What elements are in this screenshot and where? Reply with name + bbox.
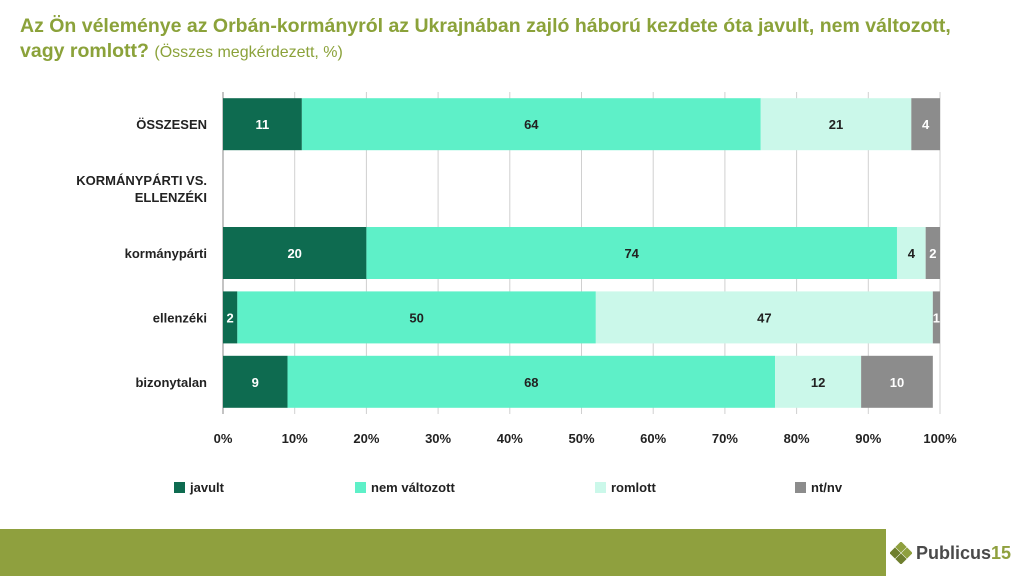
chart-title: Az Ön véleménye az Orbán-kormányról az U… — [20, 14, 980, 65]
data-label: 74 — [624, 246, 639, 261]
category-label: ellenzéki — [153, 310, 207, 325]
legend-label: nt/nv — [811, 480, 843, 495]
x-tick-label: 50% — [568, 431, 594, 446]
logo-number: 15 — [991, 542, 1012, 563]
data-label: 2 — [929, 246, 936, 261]
logo-brand: Publicus — [916, 542, 992, 563]
bar-segment — [301, 98, 761, 151]
bar-segment — [366, 227, 897, 279]
title-subtitle: (Összes megkérdezett, %) — [154, 44, 343, 61]
data-label: 4 — [908, 246, 916, 261]
bar-segment — [925, 227, 940, 279]
category-label: ELLENZÉKI — [135, 190, 207, 205]
x-tick-label: 10% — [282, 431, 308, 446]
bar-segment — [287, 355, 776, 408]
data-label: 4 — [922, 117, 930, 132]
bar-segment — [595, 291, 933, 344]
legend-label: romlott — [611, 480, 656, 495]
x-tick-label: 60% — [640, 431, 666, 446]
data-label: 47 — [757, 310, 771, 325]
x-tick-label: 70% — [712, 431, 738, 446]
bar-segment — [223, 98, 302, 151]
bar-segment — [760, 98, 912, 151]
data-label: 1 — [933, 310, 940, 325]
legend-swatch — [355, 482, 366, 493]
stacked-bar-chart: 0% 10% 20% 30% 40% 50% 60% 70% 80% 90% 100% ÖSSZESE… — [76, 92, 957, 495]
x-tick-label: 40% — [497, 431, 523, 446]
title-main: Az Ön véleménye az Orbán-kormányról az U… — [20, 15, 951, 62]
data-label: 2 — [227, 310, 234, 325]
category-label: kormánypárti — [125, 246, 207, 261]
legend-swatch — [595, 482, 606, 493]
x-tick-label: 100% — [923, 431, 957, 446]
publicus-logo: Publicus 15 — [890, 536, 1020, 570]
bar-segment — [896, 227, 926, 279]
x-tick-label: 20% — [353, 431, 379, 446]
data-label: 20 — [287, 246, 301, 261]
bar-segment — [237, 291, 596, 344]
bar-segment — [223, 227, 367, 279]
x-tick-label: 30% — [425, 431, 451, 446]
publicus-logo-icon — [890, 542, 912, 564]
data-label: 10 — [890, 375, 904, 390]
bar-segment — [861, 355, 933, 408]
category-label: KORMÁNYPÁRTI VS. — [76, 173, 207, 188]
data-label: 9 — [252, 375, 259, 390]
data-label: 50 — [409, 310, 423, 325]
data-label: 11 — [256, 117, 270, 132]
bar-segment — [223, 291, 238, 344]
data-label: 64 — [524, 117, 539, 132]
legend-swatch — [795, 482, 806, 493]
footer-bar — [0, 529, 886, 576]
x-tick-label: 0% — [214, 431, 233, 446]
bar-segment — [775, 355, 862, 408]
data-label: 68 — [524, 375, 538, 390]
data-label: 21 — [829, 117, 843, 132]
x-tick-label: 80% — [784, 431, 810, 446]
legend-swatch — [174, 482, 185, 493]
legend-label: nem változott — [371, 480, 455, 495]
x-tick-label: 90% — [855, 431, 881, 446]
legend-label: javult — [189, 480, 225, 495]
data-label: 12 — [811, 375, 825, 390]
bar-segment — [223, 355, 288, 408]
category-label: ÖSSZESEN — [136, 117, 207, 132]
category-label: bizonytalan — [135, 375, 207, 390]
bar-segment — [911, 98, 940, 151]
bar-segment — [932, 291, 940, 344]
